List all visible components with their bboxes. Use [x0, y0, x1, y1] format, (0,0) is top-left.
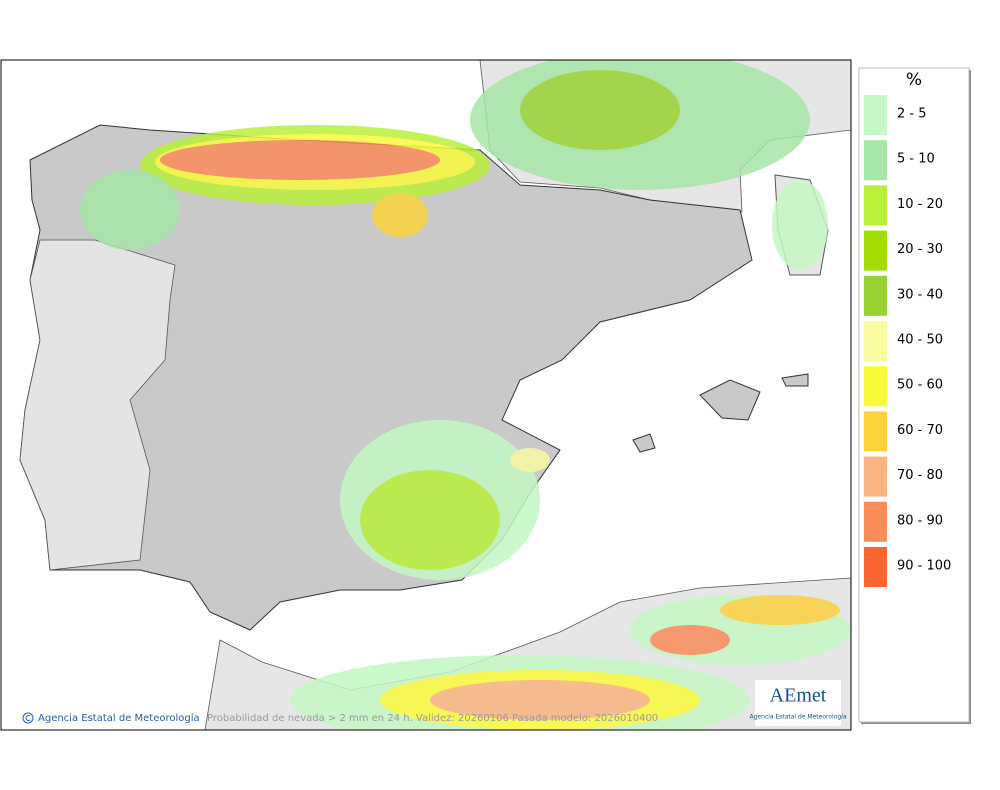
- legend-swatch: [864, 95, 887, 135]
- caption: Probabilidad de nevada > 2 mm en 24 h. V…: [207, 713, 658, 724]
- map: [1, 60, 851, 730]
- legend-swatch: [864, 230, 887, 271]
- legend-label: 30 - 40: [897, 287, 943, 302]
- map-frame: [0, 59, 852, 731]
- legend-swatch: [864, 547, 887, 587]
- legend-label: 2 - 5: [897, 107, 927, 122]
- mallorca: [699, 379, 761, 421]
- snow-probability: [80, 60, 850, 730]
- legend-swatch: [864, 321, 887, 361]
- portugal: [19, 239, 176, 571]
- legend-items: 2 - 5 5 - 10 10 - 20 20 - 30 30 - 40 40 - 50 5…: [864, 95, 951, 587]
- credit: Agencia Estatal de Meteorología: [38, 712, 200, 724]
- legend-swatch: [864, 456, 887, 497]
- legend-swatch: [864, 275, 887, 316]
- legend-label: 20 - 30: [897, 242, 943, 257]
- legend-swatch: [864, 185, 887, 226]
- legend-swatch: [864, 501, 887, 542]
- menorca: [781, 373, 809, 387]
- legend-unit: %: [906, 70, 922, 90]
- logo-box: [755, 680, 841, 726]
- copyright-icon: [25, 715, 31, 721]
- legend-label: 80 - 90: [897, 513, 943, 528]
- legend-label: 10 - 20: [897, 197, 943, 212]
- legend-label: 60 - 70: [897, 423, 943, 438]
- legend-label: 5 - 10: [897, 152, 935, 167]
- legend-swatch: [864, 411, 887, 452]
- legend-label: 50 - 60: [897, 378, 943, 393]
- legend-label: 40 - 50: [897, 333, 943, 348]
- legend-swatch: [864, 140, 887, 181]
- ibiza: [632, 433, 656, 453]
- copyright-icon: [22, 712, 34, 724]
- logo-name: AEmet: [770, 685, 827, 707]
- legend-label: 90 - 100: [897, 559, 951, 574]
- legend-swatch: [864, 366, 887, 407]
- legend-label: 70 - 80: [897, 468, 943, 483]
- logo-subtitle: Agencia Estatal de Meteorología: [750, 714, 847, 721]
